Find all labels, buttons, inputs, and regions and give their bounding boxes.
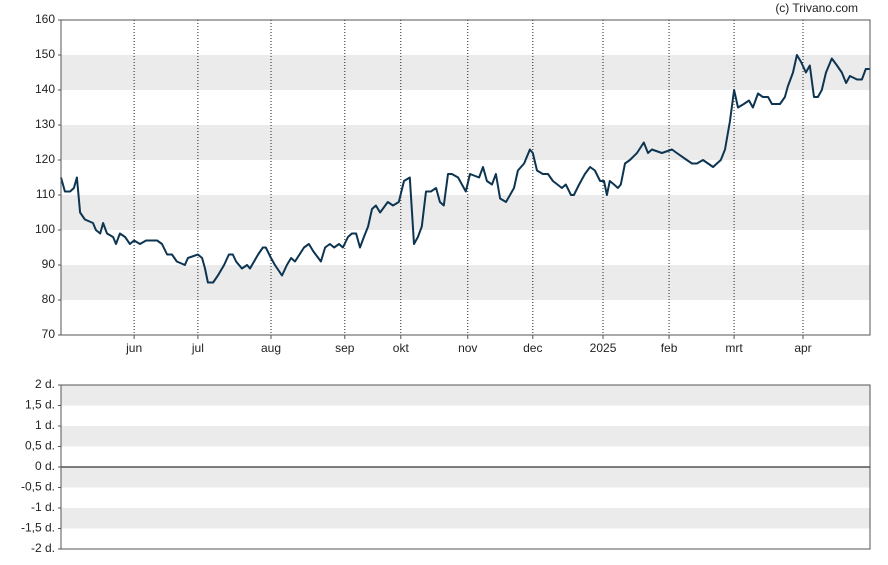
x-tick-label: mrt (725, 341, 743, 355)
y-tick-label: 160 (35, 12, 55, 26)
grid-band (61, 426, 870, 447)
y-tick-label: 0,5 d. (25, 439, 55, 453)
grid-band (61, 125, 870, 160)
y-tick-label: 1 d. (35, 418, 55, 432)
y-tick-label: 2 d. (35, 377, 55, 391)
x-tick-label: aug (261, 341, 281, 355)
y-tick-label: -1,5 d. (21, 521, 55, 535)
price-line (60, 54, 870, 284)
x-tick-label: okt (393, 341, 410, 355)
y-tick-label: 130 (35, 117, 55, 131)
y-tick-label: 0 d. (35, 459, 55, 473)
y-tick-label: 70 (42, 327, 56, 341)
y-tick-label: -0,5 d. (21, 480, 55, 494)
x-tick-label: 2025 (590, 341, 617, 355)
y-tick-label: 90 (42, 257, 56, 271)
y-tick-label: -1 d. (31, 500, 55, 514)
y-tick-label: 150 (35, 47, 55, 61)
x-tick-label: dec (523, 341, 542, 355)
plot-border (60, 19, 871, 336)
grid-band (61, 55, 870, 90)
grid-band (61, 385, 870, 406)
grid-band (61, 467, 870, 488)
y-tick-label: 80 (42, 292, 56, 306)
x-tick-label: nov (458, 341, 477, 355)
y-tick-label: 110 (36, 187, 55, 201)
y-tick-label: 120 (35, 152, 55, 166)
y-tick-label: -2 d. (31, 541, 55, 555)
x-tick-label: sep (335, 341, 355, 355)
grid-band (61, 508, 870, 529)
y-tick-label: 100 (35, 222, 55, 236)
x-tick-label: apr (794, 341, 811, 355)
y-tick-label: 1,5 d. (25, 398, 55, 412)
x-tick-label: jul (191, 341, 204, 355)
y-tick-label: 140 (35, 82, 55, 96)
source-label: (c) Trivano.com (775, 1, 858, 15)
grid-band (61, 265, 870, 300)
x-tick-label: feb (661, 341, 678, 355)
plot-border (60, 384, 871, 550)
x-tick-label: jun (125, 341, 142, 355)
grid-band (61, 195, 870, 230)
